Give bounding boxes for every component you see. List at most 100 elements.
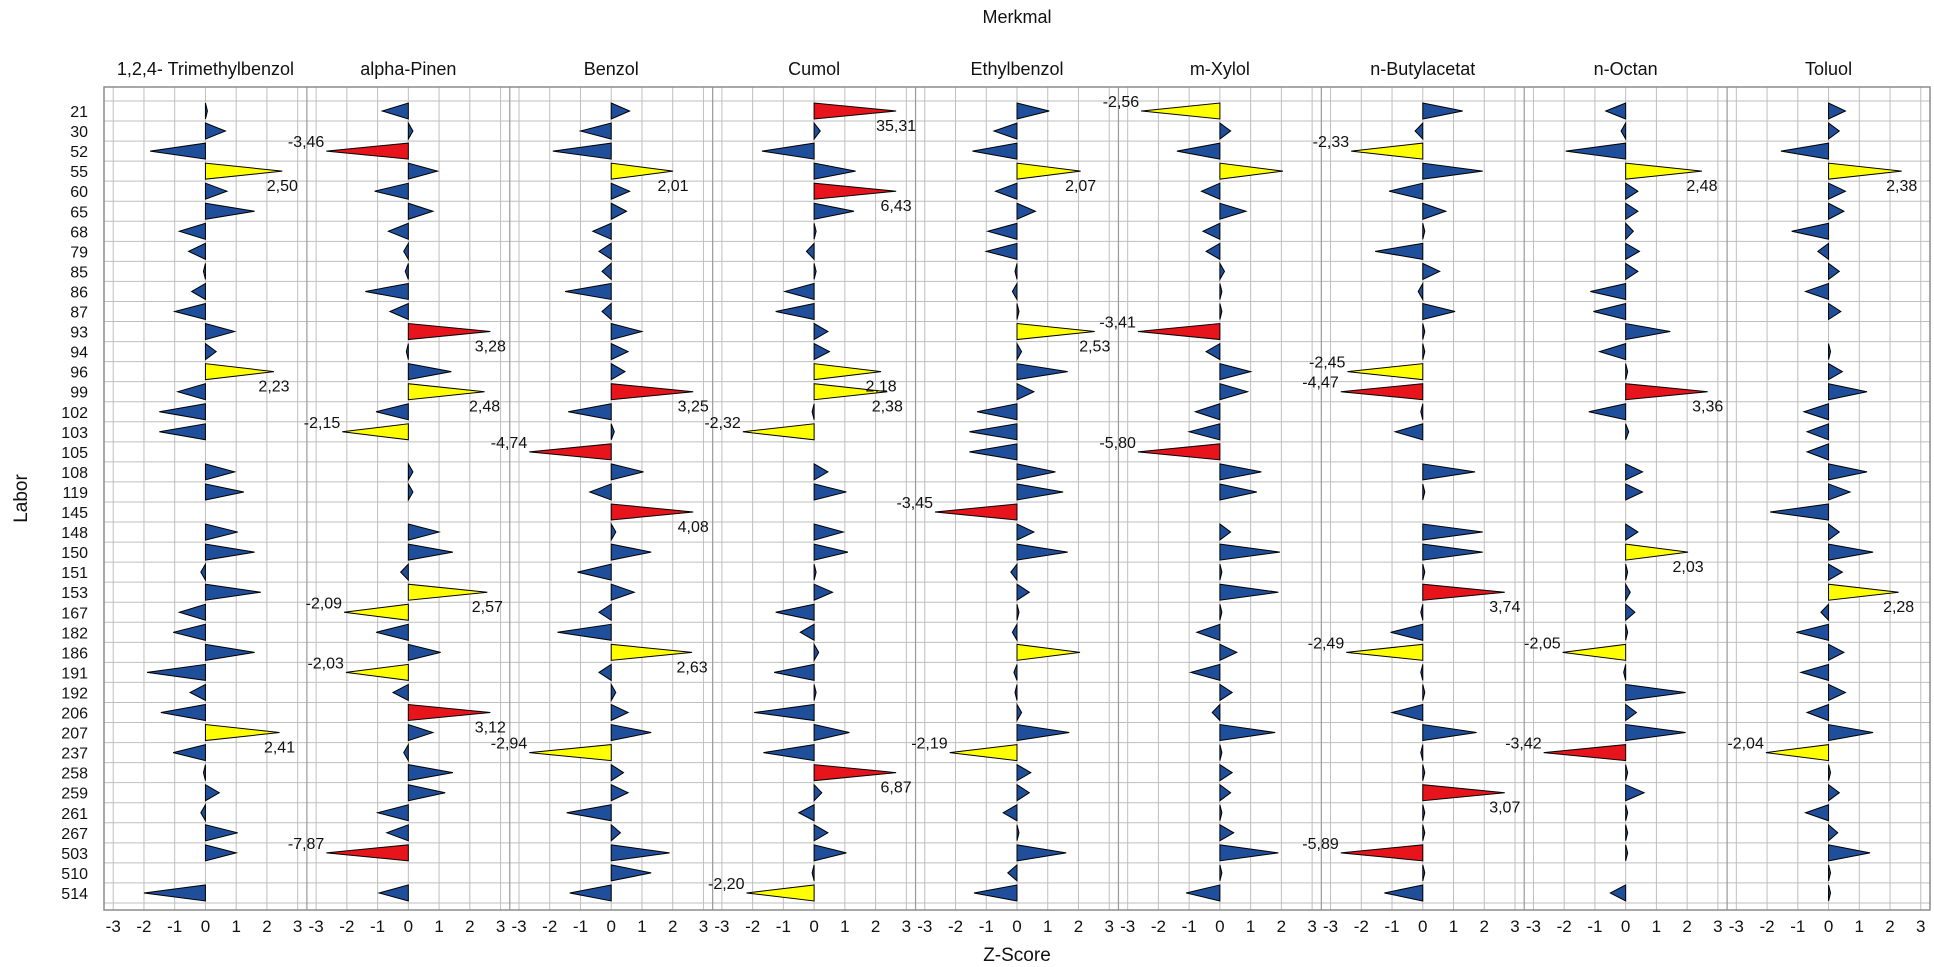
z-score-triangle xyxy=(1219,363,1253,381)
z-score-triangle xyxy=(754,703,815,722)
panel-title: m-Xylol xyxy=(1190,59,1250,79)
z-score-triangle xyxy=(1219,564,1223,581)
z-score-triangle xyxy=(159,423,206,441)
z-score-triangle xyxy=(342,423,409,441)
z-score-triangle xyxy=(610,823,622,842)
z-score-triangle xyxy=(1384,884,1424,902)
z-score-triangle xyxy=(976,403,1018,421)
x-tick-label: -1 xyxy=(1790,917,1805,936)
value-label: 2,23 xyxy=(258,379,289,396)
z-score-triangle xyxy=(610,763,625,782)
z-score-triangle xyxy=(407,462,414,482)
z-score-triangle xyxy=(610,383,694,401)
z-score-triangle xyxy=(1828,823,1839,842)
y-tick-label: 119 xyxy=(62,485,88,502)
value-label: -2,56 xyxy=(1103,94,1140,111)
value-label: 2,63 xyxy=(677,659,708,676)
z-score-triangle xyxy=(601,302,612,321)
value-label: 2,07 xyxy=(1065,178,1096,195)
z-score-triangle xyxy=(1002,803,1018,822)
z-score-triangle xyxy=(1803,282,1830,301)
z-score-triangle xyxy=(598,603,612,622)
z-score-triangle xyxy=(949,744,1018,762)
z-score-triangle xyxy=(813,383,888,401)
x-tick-label: -2 xyxy=(542,917,557,936)
z-score-triangle xyxy=(1625,322,1671,341)
z-score-triangle xyxy=(813,823,829,842)
z-score-triangle xyxy=(1625,182,1639,201)
z-score-triangle xyxy=(173,623,206,641)
z-score-triangle xyxy=(1805,423,1830,441)
x-tick-label: -2 xyxy=(1354,917,1369,936)
z-score-triangle xyxy=(1422,162,1483,180)
z-score-triangle xyxy=(1013,664,1018,681)
z-score-triangle xyxy=(1422,684,1426,701)
x-tick-label: -2 xyxy=(948,917,963,936)
z-score-triangle xyxy=(1625,603,1636,622)
z-score-triangle xyxy=(1625,764,1629,781)
z-score-triangle xyxy=(1420,664,1424,681)
z-score-triangle xyxy=(1422,564,1426,581)
value-label: -2,94 xyxy=(491,736,528,753)
x-tick-label: 2 xyxy=(1885,917,1894,936)
z-score-triangle xyxy=(1219,463,1262,481)
z-score-triangle xyxy=(1016,162,1081,180)
z-score-triangle xyxy=(1137,443,1221,461)
z-score-triangle xyxy=(577,563,612,581)
z-score-triangle xyxy=(1219,604,1223,621)
z-score-triangle xyxy=(403,742,409,763)
z-score-triangle xyxy=(1625,423,1630,440)
y-tick-label: 87 xyxy=(70,305,88,322)
y-tick-label: 503 xyxy=(61,846,88,863)
z-score-triangle xyxy=(565,282,612,301)
z-score-triangle xyxy=(1351,142,1424,160)
z-score-triangle xyxy=(601,262,612,281)
z-score-triangle xyxy=(387,222,409,241)
y-tick-label: 96 xyxy=(70,365,88,382)
value-label: -2,32 xyxy=(704,415,741,432)
z-score-triangle xyxy=(407,202,435,220)
x-tick-label: 1 xyxy=(1246,917,1255,936)
z-score-triangle xyxy=(1828,643,1846,662)
y-tick-label: 85 xyxy=(70,264,88,281)
z-score-triangle xyxy=(407,383,485,401)
z-score-triangle xyxy=(1625,262,1639,281)
z-score-triangle xyxy=(1016,583,1031,602)
z-score-triangle xyxy=(1219,162,1283,180)
z-score-triangle xyxy=(1422,864,1426,882)
z-score-triangle xyxy=(407,363,452,381)
axes-layer: 2130525560656879858687939496991021031051… xyxy=(61,59,1925,936)
y-tick-label: 207 xyxy=(61,726,88,743)
value-label: 2,03 xyxy=(1673,559,1704,576)
z-score-triangle xyxy=(994,182,1018,200)
z-score-triangle xyxy=(204,583,261,601)
x-tick-label: 2 xyxy=(1480,917,1489,936)
z-score-triangle xyxy=(1625,363,1629,380)
y-tick-label: 52 xyxy=(70,144,88,161)
x-tick-label: 3 xyxy=(1713,917,1722,936)
x-axis-title: Z-Score xyxy=(983,945,1051,966)
z-score-triangle xyxy=(973,884,1018,902)
value-label: 6,43 xyxy=(881,198,912,215)
z-score-triangle xyxy=(1219,844,1279,862)
z-score-triangle xyxy=(1799,663,1830,682)
z-score-triangle xyxy=(1422,764,1426,781)
y-tick-label: 186 xyxy=(61,645,88,662)
z-score-triangle xyxy=(1219,303,1223,320)
value-label: 6,87 xyxy=(881,780,912,797)
z-score-triangle xyxy=(1828,343,1832,360)
z-score-triangle xyxy=(1219,202,1248,220)
z-score-triangle xyxy=(1219,583,1279,601)
z-score-triangle xyxy=(204,102,208,120)
z-score-triangle xyxy=(610,583,636,601)
z-score-triangle xyxy=(1828,262,1841,281)
z-score-triangle xyxy=(407,764,453,782)
value-label: 2,41 xyxy=(264,740,295,757)
z-score-triangle xyxy=(610,423,615,440)
z-score-triangle xyxy=(813,723,850,742)
z-score-triangle xyxy=(1390,703,1424,722)
z-score-triangle xyxy=(813,342,831,361)
y-tick-label: 258 xyxy=(61,766,88,783)
x-tick-label: 3 xyxy=(1104,917,1113,936)
